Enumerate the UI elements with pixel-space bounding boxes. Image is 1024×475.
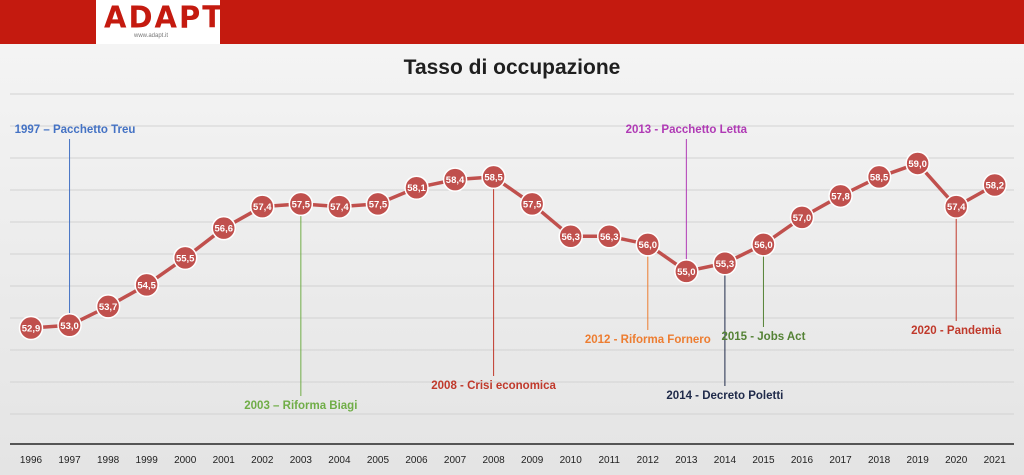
logo: ADAPT www.adapt.it [96,0,222,44]
data-point [635,232,661,257]
data-point [828,183,853,209]
annotation-label: 2012 - Riforma Fornero [585,334,711,346]
x-tick-label: 1999 [136,455,159,466]
annotation-label: 2008 - Crisi economica [431,380,556,392]
x-tick-label: 2000 [174,455,197,466]
data-label: 56,3 [561,232,580,243]
annotation-label: 2003 – Riforma Biagi [244,400,357,412]
data-point [519,191,545,217]
data-label: 57,4 [330,202,349,213]
x-tick-label: 2011 [598,455,620,466]
annotation-label: 2014 - Decreto Poletti [666,390,783,402]
data-point [211,215,236,241]
data-point [442,167,468,192]
x-tick-label: 2008 [482,455,505,466]
data-point [172,245,198,271]
x-tick-label: 2015 [752,455,775,466]
x-tick-label: 2010 [560,455,583,466]
data-label: 53,0 [60,321,79,332]
data-point [18,315,44,341]
chart-area [0,44,1024,475]
data-label: 57,4 [947,202,966,213]
data-label: 58,2 [986,181,1005,192]
x-tick-label: 2020 [945,455,968,466]
x-tick-label: 2021 [984,455,1007,466]
data-point [327,194,352,219]
data-label: 56,6 [215,224,234,235]
data-label: 57,5 [292,199,311,210]
data-point [250,194,275,219]
logo-url: www.adapt.it [134,33,169,39]
x-tick-label: 2006 [405,455,428,466]
x-tick-label: 2001 [213,455,236,466]
data-label: 57,4 [253,202,272,213]
x-tick-label: 2003 [290,455,313,466]
x-tick-label: 2005 [367,455,390,466]
x-tick-label: 2007 [444,455,467,466]
x-tick-label: 2012 [637,455,660,466]
data-point [943,194,969,219]
data-point [674,259,699,284]
x-tick-label: 2002 [251,455,274,466]
x-tick-label: 2019 [907,455,930,466]
x-tick-label: 2004 [328,455,351,466]
data-label: 58,1 [407,183,426,194]
data-label: 57,5 [369,199,388,210]
data-label: 56,3 [600,232,619,243]
data-label: 55,3 [716,259,735,270]
x-tick-label: 2017 [829,455,852,466]
x-tick-label: 1997 [58,455,81,466]
data-label: 54,5 [137,280,156,291]
x-tick-label: 2014 [714,455,737,466]
data-label: 53,7 [99,302,118,313]
x-tick-label: 1998 [97,455,120,466]
data-point [57,313,82,338]
data-point [982,172,1007,198]
data-point [134,272,159,298]
x-tick-label: 2016 [791,455,814,466]
data-point [712,251,738,276]
annotation-label: 2015 - Jobs Act [721,331,805,343]
data-label: 58,5 [484,172,503,183]
data-point [288,191,314,217]
chart-title: Tasso di occupazione [403,56,621,79]
data-point [404,175,429,200]
annotation-label: 2020 - Pandemia [911,325,1002,337]
data-label: 58,5 [870,172,889,183]
data-point [95,294,121,319]
data-label: 58,4 [446,175,465,186]
top-banner: ADAPT www.adapt.it [0,0,1024,44]
x-tick-label: 1996 [20,455,43,466]
data-label: 57,8 [831,191,850,202]
x-tick-label: 2009 [521,455,544,466]
data-point [597,224,622,249]
data-label: 52,9 [22,324,41,335]
data-label: 59,0 [908,159,927,170]
data-point [905,151,930,176]
data-point [481,164,506,190]
data-label: 56,0 [639,240,658,251]
data-label: 55,5 [176,253,195,264]
data-point [365,191,391,217]
data-label: 55,0 [677,267,696,278]
data-point [751,232,776,257]
data-label: 57,0 [793,213,812,224]
annotation-label: 2013 - Pacchetto Letta [626,124,748,136]
data-point [866,164,892,190]
x-tick-label: 2013 [675,455,698,466]
logo-text: ADAPT [104,0,224,35]
x-tick-label: 2018 [868,455,891,466]
annotation-label: 1997 – Pacchetto Treu [15,124,136,136]
data-point [789,205,815,230]
data-label: 56,0 [754,240,773,251]
series-line [30,161,996,330]
data-point [558,224,583,249]
data-label: 57,5 [523,199,542,210]
